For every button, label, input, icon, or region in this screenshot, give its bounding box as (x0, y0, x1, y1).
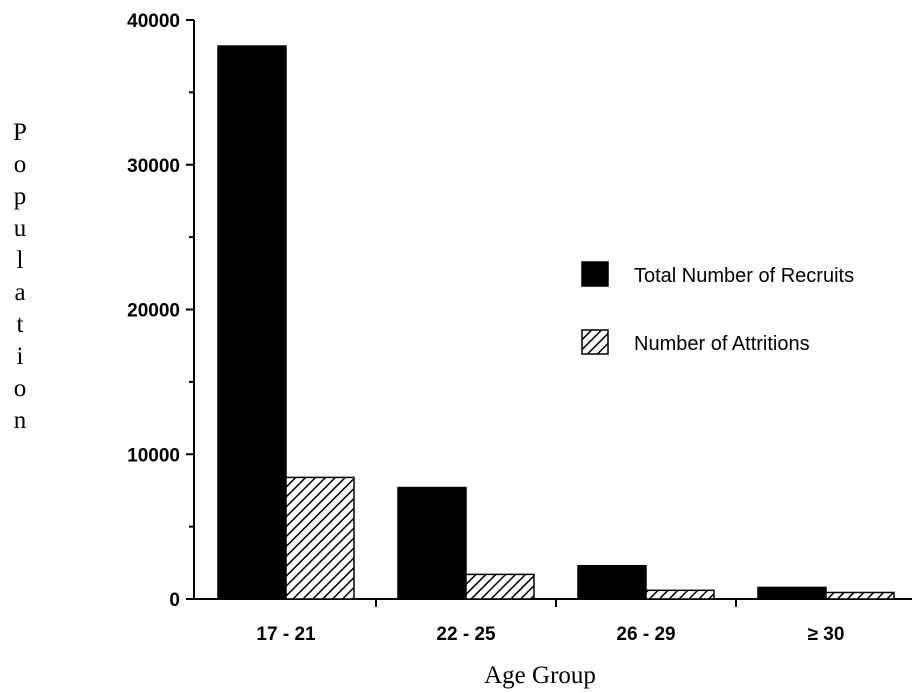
legend: Total Number of Recruits Number of Attrit… (581, 261, 854, 355)
legend-swatch (581, 329, 609, 355)
bar-recruits (757, 586, 827, 600)
legend-label: Total Number of Recruits (634, 265, 854, 287)
legend-swatch (581, 261, 609, 287)
y-tick-label: 0 (169, 590, 180, 611)
bar-recruits (397, 486, 467, 600)
bar-attritions (285, 476, 355, 600)
x-category-label: 22 - 25 (436, 624, 496, 645)
bars (217, 45, 895, 600)
x-category-label: 17 - 21 (256, 624, 316, 645)
x-category-label: 26 - 29 (616, 624, 675, 645)
bar-attritions (465, 573, 535, 600)
y-tick-label: 30000 (127, 156, 180, 177)
x-axis-labels: 17 - 21 22 - 25 26 - 29 ≥ 30 (256, 599, 844, 645)
bar-recruits (217, 45, 287, 600)
legend-label: Number of Attritions (634, 333, 810, 355)
y-tick-label: 20000 (127, 301, 180, 322)
bar-attritions (645, 589, 715, 600)
y-axis-ticks: 0 10000 20000 30000 40000 (127, 11, 194, 611)
bar-recruits (577, 564, 647, 600)
x-axis-title: Age Group (484, 662, 596, 689)
x-category-label: ≥ 30 (808, 624, 845, 645)
bar-attritions (825, 591, 895, 600)
y-tick-label: 10000 (127, 445, 180, 466)
y-tick-label: 40000 (127, 11, 180, 32)
